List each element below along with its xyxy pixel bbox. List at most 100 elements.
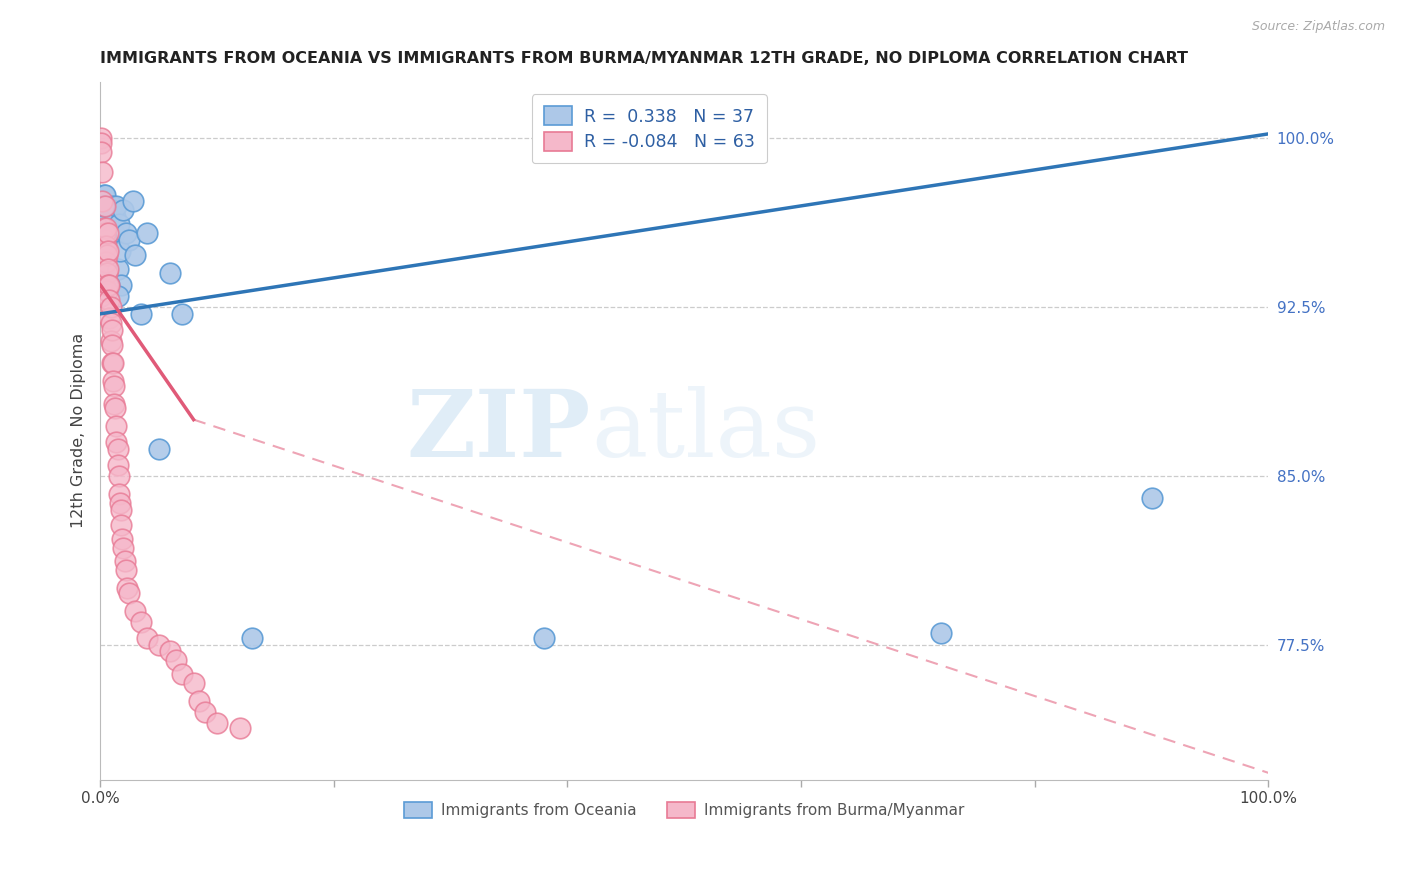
Point (91, 165, 114, 179)
Point (105, 199, 128, 213)
Point (114, 563, 136, 577)
Point (929, 626, 952, 640)
Point (93, 199, 115, 213)
Point (205, 716, 228, 731)
Text: ZIP: ZIP (406, 386, 591, 475)
Point (97, 226, 120, 240)
Text: atlas: atlas (591, 386, 820, 475)
Point (111, 532, 134, 546)
Point (1140, 491, 1163, 506)
Point (94, 199, 117, 213)
Point (240, 631, 263, 645)
Point (105, 419, 128, 434)
Point (97, 277, 120, 292)
Point (107, 289, 129, 303)
Point (96, 248, 118, 262)
Point (165, 653, 187, 667)
Point (103, 226, 125, 240)
Point (129, 615, 152, 629)
Point (91, 194, 114, 209)
Point (98, 277, 121, 292)
Text: IMMIGRANTS FROM OCEANIA VS IMMIGRANTS FROM BURMA/MYANMAR 12TH GRADE, NO DIPLOMA : IMMIGRANTS FROM OCEANIA VS IMMIGRANTS FR… (100, 51, 1188, 66)
Point (101, 356, 124, 370)
Point (108, 468, 131, 483)
Y-axis label: 12th Grade, No Diploma: 12th Grade, No Diploma (72, 334, 86, 528)
Point (118, 233, 141, 247)
Point (93, 187, 115, 202)
Point (188, 694, 211, 708)
Point (159, 266, 181, 280)
Point (104, 210, 127, 224)
Point (121, 194, 143, 209)
Point (91, 277, 114, 292)
Point (101, 338, 124, 352)
Point (108, 487, 131, 501)
Point (90, 289, 112, 303)
Point (108, 496, 131, 510)
Point (101, 356, 124, 370)
Point (98, 311, 121, 326)
Point (135, 631, 157, 645)
Point (114, 226, 136, 240)
Point (94, 226, 117, 240)
Point (94, 255, 117, 269)
Point (94, 239, 117, 253)
Point (229, 721, 252, 735)
Point (98, 277, 121, 292)
Point (129, 307, 152, 321)
Point (94, 187, 117, 202)
Point (533, 631, 555, 645)
Point (170, 307, 193, 321)
Point (105, 435, 128, 450)
Point (94, 221, 117, 235)
Point (90, 289, 112, 303)
Point (100, 316, 122, 330)
Point (124, 248, 146, 262)
Point (93, 277, 115, 292)
Point (112, 203, 135, 218)
Point (100, 334, 122, 348)
Point (107, 442, 129, 456)
Legend: Immigrants from Oceania, Immigrants from Burma/Myanmar: Immigrants from Oceania, Immigrants from… (398, 796, 970, 824)
Point (114, 554, 136, 568)
Point (97, 244, 120, 258)
Point (101, 199, 124, 213)
Point (110, 277, 132, 292)
Point (115, 582, 138, 596)
Point (104, 401, 127, 416)
Point (101, 323, 124, 337)
Point (90, 136, 112, 150)
Point (170, 666, 193, 681)
Point (96, 266, 118, 280)
Point (94, 221, 117, 235)
Point (93, 226, 115, 240)
Point (107, 458, 129, 472)
Point (135, 226, 157, 240)
Point (118, 586, 141, 600)
Point (100, 300, 122, 314)
Point (97, 221, 120, 235)
Text: Source: ZipAtlas.com: Source: ZipAtlas.com (1251, 20, 1385, 33)
Point (148, 638, 170, 652)
Point (93, 239, 115, 253)
Point (110, 518, 132, 533)
Point (108, 217, 131, 231)
Point (91, 239, 114, 253)
Point (96, 285, 118, 299)
Point (94, 233, 117, 247)
Point (103, 379, 125, 393)
Point (108, 244, 131, 258)
Point (97, 261, 120, 276)
Point (148, 442, 170, 456)
Point (112, 541, 135, 555)
Point (194, 705, 217, 719)
Point (94, 203, 117, 218)
Point (101, 375, 124, 389)
Point (110, 502, 132, 516)
Point (183, 676, 205, 690)
Point (107, 261, 129, 276)
Point (98, 293, 121, 308)
Point (101, 203, 124, 218)
Point (98, 210, 121, 224)
Point (96, 266, 118, 280)
